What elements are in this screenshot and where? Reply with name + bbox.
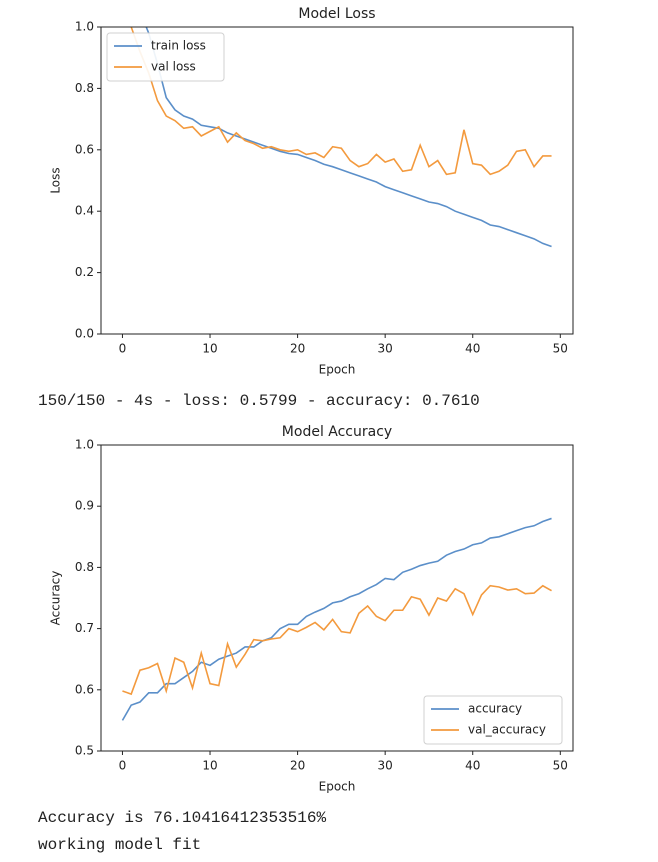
series-line (130, 27, 552, 176)
x-tick-label: 40 (465, 342, 480, 356)
y-tick-label: 1.0 (75, 20, 94, 34)
legend-box (106, 32, 225, 82)
x-tick-label: 20 (290, 759, 305, 773)
y-axis-label: Loss (49, 167, 63, 193)
y-tick-label: 0.6 (75, 682, 94, 696)
y-tick-label: 0.6 (75, 142, 94, 156)
x-tick-label: 10 (202, 342, 217, 356)
axes-frame (100, 26, 574, 335)
y-tick-label: 1.0 (75, 438, 94, 452)
y-tick-label: 0.5 (75, 744, 94, 758)
y-tick-label: 0.2 (75, 265, 94, 279)
console-accuracy: Accuracy is 76.10416412353516% (38, 809, 326, 827)
y-tick-label: 0.8 (75, 81, 94, 95)
x-tick-label: 40 (465, 759, 480, 773)
y-tick-label: 0.0 (75, 327, 94, 341)
x-axis-label: Epoch (319, 780, 356, 794)
x-tick-label: 0 (119, 759, 127, 773)
plot-area (121, 517, 552, 721)
x-tick-label: 10 (202, 759, 217, 773)
x-axis-label: Epoch (319, 363, 356, 377)
series-line (121, 517, 552, 721)
legend-label: train loss (151, 39, 206, 53)
x-tick-label: 50 (553, 342, 568, 356)
console-progress: 150/150 - 4s - loss: 0.5799 - accuracy: … (38, 392, 480, 410)
x-tick-label: 30 (378, 342, 393, 356)
series-line (122, 584, 552, 696)
x-tick-label: 30 (378, 759, 393, 773)
legend-label: val loss (151, 60, 196, 74)
plot-area (130, 27, 552, 248)
series-line (145, 27, 552, 248)
x-tick-label: 0 (119, 342, 127, 356)
legend-box (423, 695, 563, 745)
chart-title: Model Loss (298, 6, 375, 22)
legend-label: val_accuracy (468, 723, 546, 737)
x-tick-label: 50 (553, 759, 568, 773)
y-tick-label: 0.8 (75, 560, 94, 574)
axes-frame (100, 444, 574, 752)
y-tick-label: 0.4 (75, 204, 94, 218)
console-status: working model fit (38, 836, 201, 854)
y-axis-label: Accuracy (49, 571, 63, 626)
chart-title: Model Accuracy (282, 424, 392, 440)
y-tick-label: 0.9 (75, 499, 94, 513)
legend-label: accuracy (468, 702, 522, 716)
y-tick-label: 0.7 (75, 621, 94, 635)
x-tick-label: 20 (290, 342, 305, 356)
